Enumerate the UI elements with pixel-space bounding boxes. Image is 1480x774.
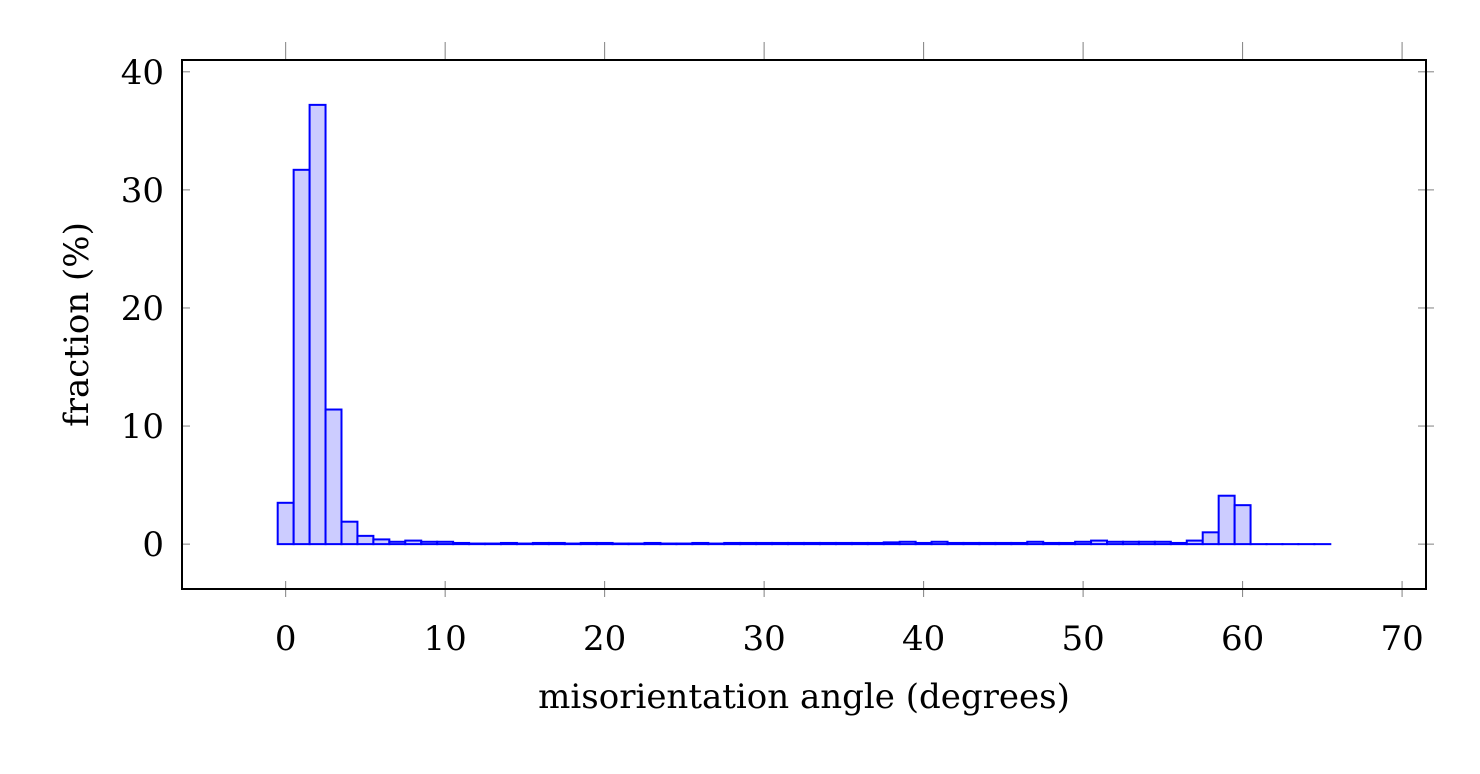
bar-0 xyxy=(276,501,295,546)
bar-5 xyxy=(356,534,375,546)
bar-17 xyxy=(547,541,566,546)
bar-24 xyxy=(659,542,678,546)
x-tick-label: 0 xyxy=(275,619,297,659)
bar-41 xyxy=(930,540,949,546)
bar-29 xyxy=(739,541,758,546)
bar-14 xyxy=(499,541,518,546)
bar-43 xyxy=(962,541,981,546)
bar-51 xyxy=(1090,539,1109,546)
y-tick-label: 10 xyxy=(121,407,164,447)
bar-22 xyxy=(627,542,646,546)
bar-8 xyxy=(404,539,423,546)
bar-23 xyxy=(643,541,662,546)
tick-marks xyxy=(182,42,1434,597)
bar-46 xyxy=(1010,541,1029,546)
bar-36 xyxy=(850,541,869,546)
bar-57 xyxy=(1185,539,1204,546)
bar-31 xyxy=(771,541,790,546)
bar-56 xyxy=(1169,541,1188,546)
x-tick-label: 60 xyxy=(1221,619,1264,659)
bar-34 xyxy=(818,541,837,546)
bar-26 xyxy=(691,541,710,546)
bar-32 xyxy=(787,541,805,546)
bar-21 xyxy=(611,542,630,546)
bar-49 xyxy=(1058,541,1077,546)
bar-6 xyxy=(372,538,391,546)
bar-15 xyxy=(515,542,534,546)
bar-3 xyxy=(324,408,343,546)
bar-48 xyxy=(1042,541,1061,546)
bar-50 xyxy=(1074,540,1093,546)
x-tick-label: 70 xyxy=(1380,619,1423,659)
bar-12 xyxy=(468,542,487,546)
bar-47 xyxy=(1026,540,1045,546)
bar-60 xyxy=(1233,504,1252,546)
bar-33 xyxy=(803,541,821,546)
bar-9 xyxy=(420,540,439,546)
tick-labels: 0 10 20 30 40 50 60 70 0 10 20 30 40 xyxy=(121,53,1424,659)
bar-38 xyxy=(882,541,901,546)
bar-4 xyxy=(340,520,359,546)
y-tick-label: 20 xyxy=(121,289,164,329)
bar-1 xyxy=(292,168,311,546)
bar-53 xyxy=(1121,540,1140,546)
bar-30 xyxy=(755,541,774,546)
plot-frame xyxy=(181,59,1427,590)
y-tick-label: 40 xyxy=(121,53,164,93)
bar-44 xyxy=(978,541,997,546)
bar-35 xyxy=(834,541,853,546)
bar-20 xyxy=(595,541,614,546)
x-tick-label: 20 xyxy=(583,619,626,659)
bar-39 xyxy=(898,540,917,546)
y-axis-title: fraction (%) xyxy=(57,222,97,427)
bar-28 xyxy=(723,541,742,546)
bar-45 xyxy=(994,541,1013,546)
bar-19 xyxy=(579,541,598,546)
x-tick-label: 10 xyxy=(424,619,467,659)
x-tick-label: 30 xyxy=(742,619,785,659)
bar-16 xyxy=(531,541,550,546)
bar-10 xyxy=(436,540,455,546)
bar-37 xyxy=(866,541,885,546)
bar-59 xyxy=(1217,494,1236,546)
bar-11 xyxy=(452,541,471,546)
bar-27 xyxy=(707,542,726,546)
y-tick-label: 30 xyxy=(121,171,164,211)
bar-58 xyxy=(1201,531,1220,546)
y-tick-label: 0 xyxy=(142,525,164,565)
bars-group xyxy=(276,103,1332,546)
bar-13 xyxy=(484,542,502,546)
bar-7 xyxy=(388,540,407,546)
bar-54 xyxy=(1137,540,1156,546)
bar-18 xyxy=(563,542,582,546)
x-tick-label: 50 xyxy=(1061,619,1104,659)
bar-25 xyxy=(675,542,694,546)
bar-40 xyxy=(914,541,933,546)
bar-2 xyxy=(308,103,327,546)
bar-42 xyxy=(946,541,965,546)
bar-55 xyxy=(1153,540,1172,546)
bar-52 xyxy=(1106,540,1124,546)
x-axis-title: misorientation angle (degrees) xyxy=(538,677,1070,717)
x-tick-label: 40 xyxy=(902,619,945,659)
